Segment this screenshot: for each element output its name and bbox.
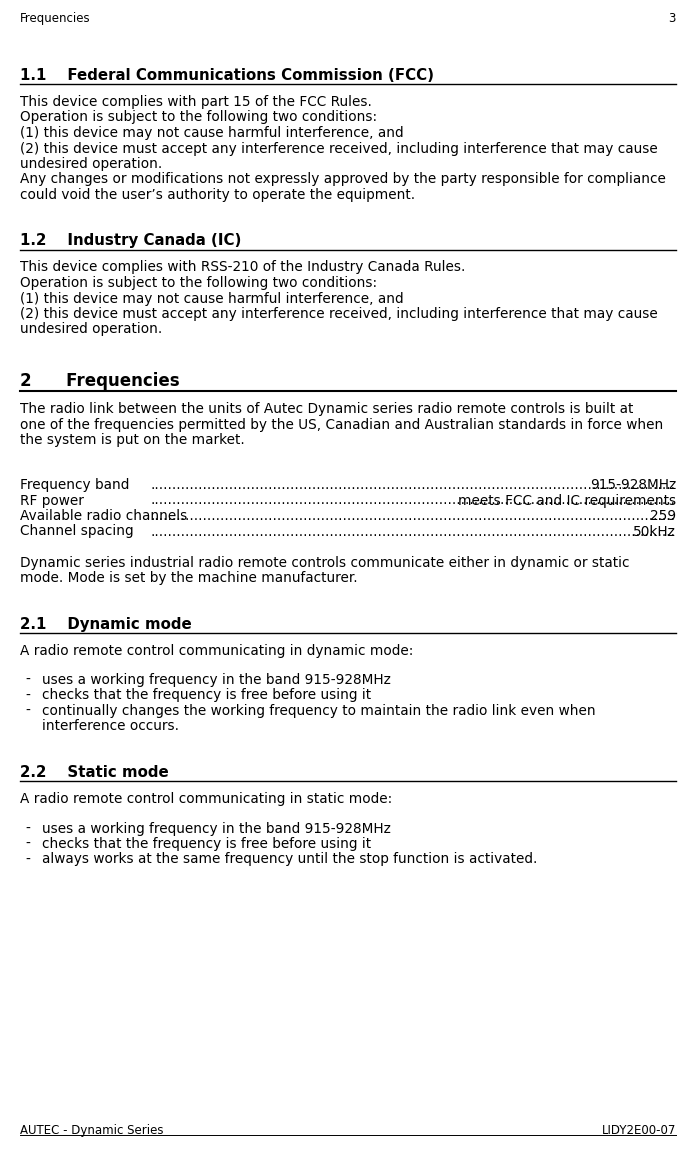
Text: AUTEC - Dynamic Series: AUTEC - Dynamic Series <box>20 1124 164 1137</box>
Text: undesired operation.: undesired operation. <box>20 322 162 336</box>
Text: 2      Frequencies: 2 Frequencies <box>20 372 180 390</box>
Text: -: - <box>25 853 30 867</box>
Text: checks that the frequency is free before using it: checks that the frequency is free before… <box>42 837 371 851</box>
Text: Operation is subject to the following two conditions:: Operation is subject to the following tw… <box>20 277 377 291</box>
Text: undesired operation.: undesired operation. <box>20 158 162 172</box>
Text: mode. Mode is set by the machine manufacturer.: mode. Mode is set by the machine manufac… <box>20 571 358 585</box>
Text: ................................................................................: ........................................… <box>150 509 675 523</box>
Text: 259: 259 <box>650 509 676 523</box>
Text: This device complies with RSS-210 of the Industry Canada Rules.: This device complies with RSS-210 of the… <box>20 260 466 274</box>
Text: uses a working frequency in the band 915-928MHz: uses a working frequency in the band 915… <box>42 673 391 687</box>
Text: The radio link between the units of Autec Dynamic series radio remote controls i: The radio link between the units of Aute… <box>20 401 633 415</box>
Text: always works at the same frequency until the stop function is activated.: always works at the same frequency until… <box>42 853 537 867</box>
Text: This device complies with part 15 of the FCC Rules.: This device complies with part 15 of the… <box>20 95 372 109</box>
Text: one of the frequencies permitted by the US, Canadian and Australian standards in: one of the frequencies permitted by the … <box>20 418 663 432</box>
Text: Channel spacing: Channel spacing <box>20 524 138 538</box>
Text: Frequencies: Frequencies <box>20 12 90 25</box>
Text: LIDY2E00-07: LIDY2E00-07 <box>601 1124 676 1137</box>
Text: could void the user’s authority to operate the equipment.: could void the user’s authority to opera… <box>20 188 415 202</box>
Text: (2) this device must accept any interference received, including interference th: (2) this device must accept any interfer… <box>20 141 658 155</box>
Text: the system is put on the market.: the system is put on the market. <box>20 433 245 447</box>
Text: RF power: RF power <box>20 494 93 508</box>
Text: interference occurs.: interference occurs. <box>42 720 179 734</box>
Text: checks that the frequency is free before using it: checks that the frequency is free before… <box>42 689 371 703</box>
Text: ................................................................................: ........................................… <box>150 494 675 508</box>
Text: 3: 3 <box>669 12 676 25</box>
Text: ................................................................................: ........................................… <box>150 478 675 492</box>
Text: meets FCC and IC requirements: meets FCC and IC requirements <box>458 494 676 508</box>
Text: A radio remote control communicating in dynamic mode:: A radio remote control communicating in … <box>20 643 413 657</box>
Text: uses a working frequency in the band 915-928MHz: uses a working frequency in the band 915… <box>42 822 391 836</box>
Text: 2.1    Dynamic mode: 2.1 Dynamic mode <box>20 616 192 631</box>
Text: Dynamic series industrial radio remote controls communicate either in dynamic or: Dynamic series industrial radio remote c… <box>20 555 629 569</box>
Text: -: - <box>25 822 30 836</box>
Text: continually changes the working frequency to maintain the radio link even when: continually changes the working frequenc… <box>42 704 596 718</box>
Text: -: - <box>25 673 30 687</box>
Text: 1.1    Federal Communications Commission (FCC): 1.1 Federal Communications Commission (F… <box>20 68 434 83</box>
Text: Frequency band: Frequency band <box>20 478 138 492</box>
Text: Operation is subject to the following two conditions:: Operation is subject to the following tw… <box>20 111 377 125</box>
Text: 50kHz: 50kHz <box>633 524 676 538</box>
Text: (1) this device may not cause harmful interference, and: (1) this device may not cause harmful in… <box>20 126 404 140</box>
Text: Any changes or modifications not expressly approved by the party responsible for: Any changes or modifications not express… <box>20 173 666 187</box>
Text: (1) this device may not cause harmful interference, and: (1) this device may not cause harmful in… <box>20 292 404 306</box>
Text: 1.2    Industry Canada (IC): 1.2 Industry Canada (IC) <box>20 233 242 249</box>
Text: 915-928MHz: 915-928MHz <box>590 478 676 492</box>
Text: -: - <box>25 704 30 718</box>
Text: (2) this device must accept any interference received, including interference th: (2) this device must accept any interfer… <box>20 307 658 321</box>
Text: A radio remote control communicating in static mode:: A radio remote control communicating in … <box>20 792 393 806</box>
Text: 2.2    Static mode: 2.2 Static mode <box>20 766 168 780</box>
Text: -: - <box>25 837 30 851</box>
Text: ................................................................................: ........................................… <box>150 524 675 538</box>
Text: -: - <box>25 689 30 703</box>
Text: Available radio channels: Available radio channels <box>20 509 191 523</box>
